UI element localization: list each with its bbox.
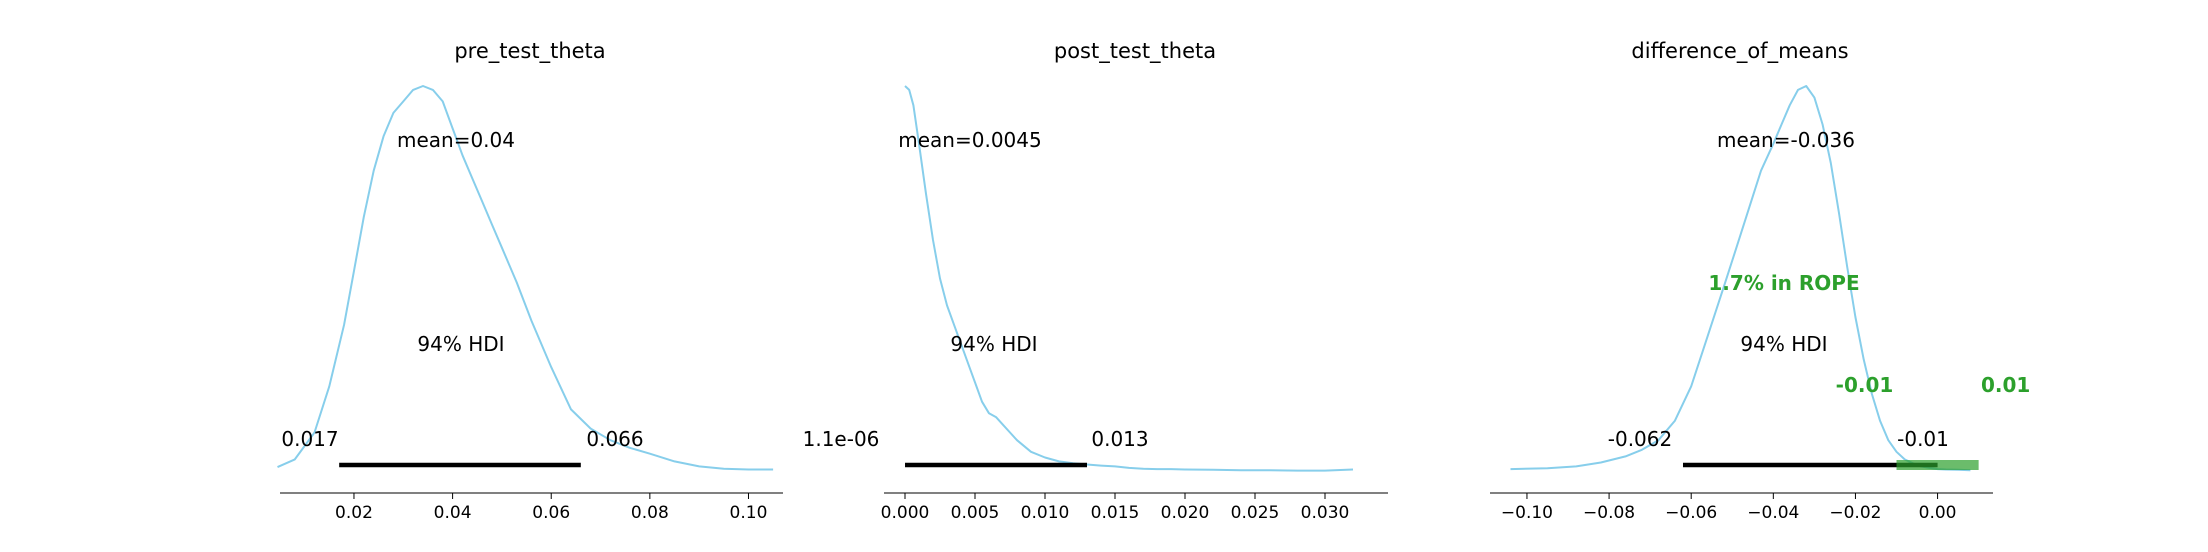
hdi-high-label: 0.013 [1091,427,1148,451]
x-tick-label: 0.020 [1161,503,1210,523]
density-curve [904,85,1354,472]
x-tick-label: 0.10 [730,503,768,523]
x-tick-label: 0.00 [1919,503,1957,523]
x-tick-label: 0.02 [335,503,373,523]
mean-label: mean=0.04 [397,128,515,152]
x-tick-label: −0.10 [1501,503,1553,523]
x-tick-label: 0.005 [951,503,1000,523]
x-tick-label: 0.025 [1231,503,1280,523]
rope-low-label: -0.01 [1836,373,1894,397]
panel-title: pre_test_theta [454,39,605,64]
x-tick-label: −0.08 [1583,503,1635,523]
panel-2: post_test_theta 0.000 0.005 0.010 0.015 0.020… [803,39,1388,523]
panel-1: pre_test_theta 0.02 0.04 0.06 0.08 0.10 mean=0… [277,39,783,523]
panel-title: post_test_theta [1054,39,1216,64]
hdi-label: 94% HDI [1740,332,1827,356]
panel-3: difference_of_means −0.10 −0.08 −0.06 −0.04 −… [1490,39,2030,523]
hdi-high-label: -0.01 [1897,427,1949,451]
x-tick-label: 0.08 [631,503,669,523]
x-tick-label: 0.06 [532,503,570,523]
x-tick-label: 0.04 [434,503,472,523]
hdi-low-label: 0.017 [281,427,338,451]
rope-percent-label: 1.7% in ROPE [1708,271,1859,295]
x-tick-label: −0.06 [1665,503,1717,523]
hdi-low-label: 1.1e-06 [803,427,880,451]
mean-label: mean=-0.036 [1717,128,1855,152]
rope-high-label: 0.01 [1981,373,2030,397]
x-tick-label: 0.030 [1301,503,1350,523]
mean-label: mean=0.0045 [898,128,1041,152]
x-tick-label: 0.000 [881,503,930,523]
hdi-high-label: 0.066 [586,427,643,451]
density-curve [277,85,774,471]
panel-title: difference_of_means [1631,39,1848,64]
rope-band [1896,460,1979,470]
x-tick-label: 0.010 [1021,503,1070,523]
x-tick-label: 0.015 [1091,503,1140,523]
x-tick-label: −0.02 [1829,503,1881,523]
hdi-low-label: -0.062 [1608,427,1672,451]
x-tick-label: −0.04 [1747,503,1799,523]
hdi-label: 94% HDI [417,332,504,356]
hdi-label: 94% HDI [950,332,1037,356]
